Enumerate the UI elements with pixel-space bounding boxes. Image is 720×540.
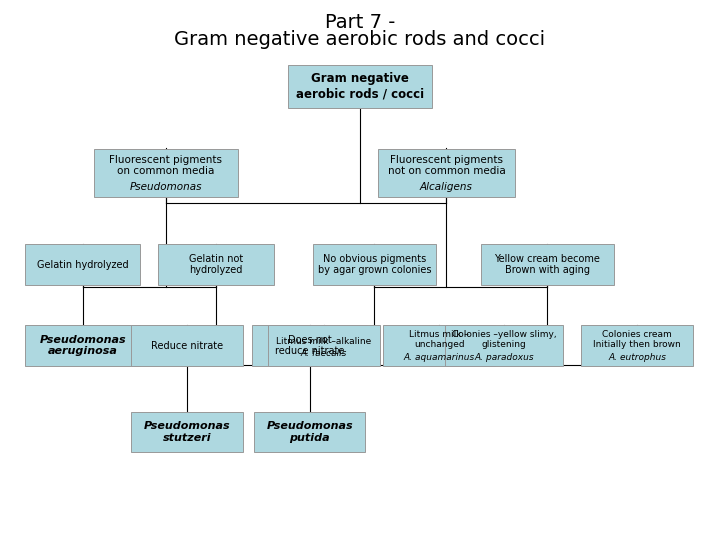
FancyBboxPatch shape: [252, 325, 367, 366]
FancyBboxPatch shape: [158, 244, 274, 285]
Text: Alcaligens: Alcaligens: [420, 183, 473, 192]
Text: Gram negative
aerobic rods / cocci: Gram negative aerobic rods / cocci: [296, 72, 424, 100]
FancyBboxPatch shape: [132, 411, 243, 453]
FancyBboxPatch shape: [253, 411, 365, 453]
Text: A. eutrophus: A. eutrophus: [608, 353, 666, 362]
FancyBboxPatch shape: [94, 148, 238, 197]
Text: Yellow cream become
Brown with aging: Yellow cream become Brown with aging: [494, 254, 600, 275]
FancyBboxPatch shape: [25, 325, 140, 366]
Text: Pseudomonas
aeruginosa: Pseudomonas aeruginosa: [40, 335, 126, 356]
FancyBboxPatch shape: [444, 325, 563, 366]
Text: Fluorescent pigments
on common media: Fluorescent pigments on common media: [109, 154, 222, 176]
Text: Gelatin not
hydrolyzed: Gelatin not hydrolyzed: [189, 254, 243, 275]
Text: A. aquamarinus: A. aquamarinus: [404, 353, 474, 362]
Text: Gram negative aerobic rods and cocci: Gram negative aerobic rods and cocci: [174, 30, 546, 49]
FancyBboxPatch shape: [132, 325, 243, 366]
FancyBboxPatch shape: [268, 325, 380, 366]
Text: Does not
reduce nitrate: Does not reduce nitrate: [275, 335, 344, 356]
Text: A. faecalis: A. faecalis: [301, 349, 347, 358]
Text: Litmus milk –alkaline: Litmus milk –alkaline: [276, 337, 372, 346]
Text: Fluorescent pigments
not on common media: Fluorescent pigments not on common media: [387, 154, 505, 176]
Text: Reduce nitrate: Reduce nitrate: [151, 341, 223, 350]
FancyBboxPatch shape: [582, 325, 693, 366]
Text: A. paradoxus: A. paradoxus: [474, 353, 534, 362]
Text: Part 7 -: Part 7 -: [325, 14, 395, 32]
Text: Pseudomonas
putida: Pseudomonas putida: [266, 421, 353, 443]
FancyBboxPatch shape: [481, 244, 614, 285]
Text: Pseudomonas: Pseudomonas: [130, 183, 202, 192]
Text: Colonies –yellow slimy,
glistening: Colonies –yellow slimy, glistening: [451, 330, 557, 349]
FancyBboxPatch shape: [313, 244, 436, 285]
FancyBboxPatch shape: [378, 148, 515, 197]
FancyBboxPatch shape: [288, 65, 432, 108]
Text: Gelatin hydrolyzed: Gelatin hydrolyzed: [37, 260, 129, 269]
Text: Litmus milk –
unchanged: Litmus milk – unchanged: [409, 330, 469, 349]
FancyBboxPatch shape: [25, 244, 140, 285]
FancyBboxPatch shape: [383, 325, 495, 366]
Text: No obvious pigments
by agar grown colonies: No obvious pigments by agar grown coloni…: [318, 254, 431, 275]
Text: Colonies cream
Initially then brown: Colonies cream Initially then brown: [593, 330, 681, 349]
Text: Pseudomonas
stutzeri: Pseudomonas stutzeri: [144, 421, 230, 443]
